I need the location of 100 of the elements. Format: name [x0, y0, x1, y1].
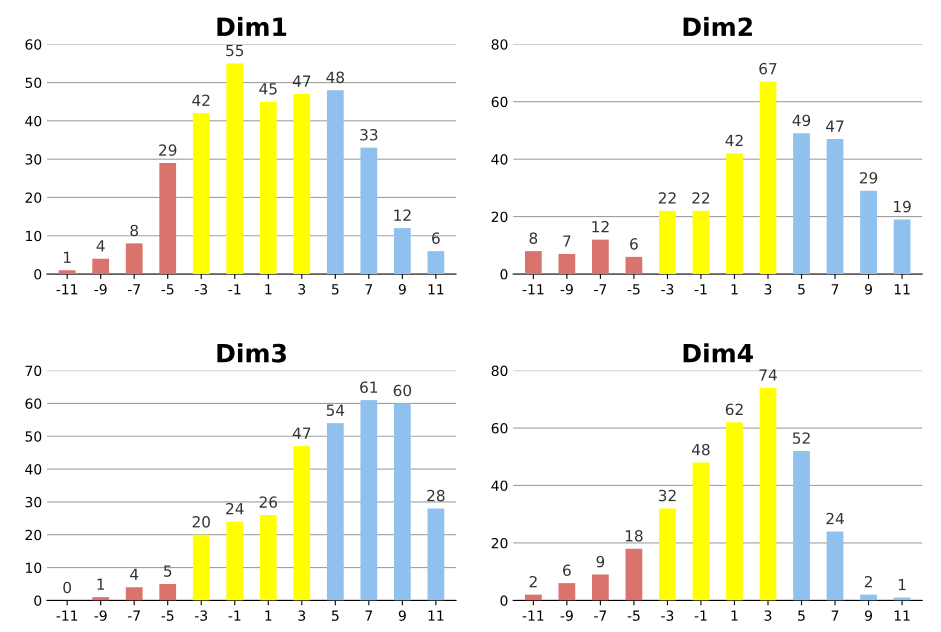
data-label: 61	[360, 381, 378, 394]
bar	[293, 446, 310, 600]
y-tick-label: 10	[26, 230, 42, 242]
x-tick-label: 9	[865, 284, 872, 295]
data-label: 2	[864, 576, 872, 588]
y-tick-label: 70	[26, 366, 42, 376]
bar	[894, 219, 910, 274]
data-label: 28	[427, 490, 445, 502]
y-tick-label: 10	[26, 562, 42, 574]
x-tick-label: 9	[865, 610, 872, 621]
data-label: 1	[98, 578, 104, 590]
x-tick-label: -3	[661, 284, 674, 295]
bar	[394, 228, 411, 274]
y-tick-label: 50	[26, 431, 42, 442]
x-tick-label: -9	[94, 284, 107, 295]
data-label: 20	[192, 516, 210, 528]
x-tick-label: -1	[694, 284, 707, 294]
x-tick-label: -3	[194, 610, 208, 621]
y-tick-label: 0	[34, 595, 42, 606]
chart-title: Dim2	[684, 16, 752, 36]
x-tick-label: -1	[228, 610, 240, 621]
x-tick-label: -11	[56, 284, 78, 294]
data-label: 29	[860, 172, 878, 184]
bar	[659, 210, 676, 274]
bar	[159, 584, 176, 600]
bar	[826, 531, 844, 600]
y-tick-label: 0	[500, 595, 508, 606]
bar	[826, 139, 844, 274]
x-tick-label: 1	[265, 284, 272, 294]
x-tick-label: -1	[694, 610, 707, 621]
x-tick-label: 5	[798, 284, 805, 295]
x-tick-label: -11	[522, 610, 544, 621]
data-label: 8	[530, 232, 538, 244]
bar	[793, 133, 810, 274]
y-tick-label: 30	[26, 154, 42, 165]
x-tick-label: -3	[661, 610, 674, 621]
bar	[793, 451, 810, 600]
bar	[592, 240, 609, 274]
data-label: 22	[658, 192, 676, 204]
x-tick-label: 9	[398, 610, 406, 621]
data-label: 55	[226, 44, 244, 56]
x-tick-label: 3	[298, 284, 306, 295]
bar	[592, 574, 609, 600]
x-tick-label: -1	[228, 284, 240, 294]
data-label: 19	[894, 200, 911, 212]
bar	[726, 422, 743, 600]
y-tick-label: 0	[500, 269, 508, 280]
bar	[326, 423, 344, 600]
y-tick-label: 80	[492, 39, 508, 50]
x-tick-label: -11	[522, 284, 544, 294]
data-label: 47	[292, 428, 310, 439]
y-tick-label: 40	[25, 116, 42, 126]
bar	[260, 102, 277, 274]
x-tick-label: 3	[764, 284, 772, 295]
data-label: 8	[130, 224, 138, 236]
x-tick-label: -5	[161, 284, 174, 295]
bar	[192, 113, 210, 274]
y-tick-label: 50	[26, 78, 42, 88]
y-tick-label: 0	[34, 269, 42, 280]
x-tick-label: -5	[161, 610, 174, 621]
y-tick-label: 20	[26, 530, 42, 540]
y-tick-label: 40	[491, 480, 508, 491]
data-label: 49	[792, 114, 810, 126]
data-label: 54	[326, 404, 344, 416]
bar	[692, 462, 710, 600]
bar	[524, 594, 542, 600]
data-label: 4	[130, 568, 138, 580]
y-tick-label: 40	[491, 154, 508, 165]
data-label: 67	[759, 62, 776, 74]
bar	[626, 256, 642, 274]
x-tick-label: 11	[894, 610, 910, 621]
bar	[92, 258, 110, 274]
bar	[428, 508, 444, 600]
x-tick-label: -3	[194, 284, 208, 295]
bar	[626, 548, 642, 600]
data-label: 12	[592, 220, 609, 232]
x-tick-label: -5	[628, 284, 640, 295]
x-tick-label: 7	[832, 610, 838, 621]
data-label: 74	[760, 369, 777, 380]
y-tick-label: 40	[25, 464, 42, 475]
bar	[58, 270, 76, 274]
bar	[524, 251, 542, 274]
data-label: 9	[596, 556, 604, 568]
x-tick-label: 3	[298, 610, 306, 621]
x-tick-label: -5	[628, 610, 640, 621]
x-tick-label: 1	[732, 284, 738, 294]
chart-title: Dim4	[684, 343, 753, 362]
x-tick-label: 11	[428, 610, 444, 621]
bar	[92, 597, 110, 600]
x-tick-label: 7	[832, 284, 838, 294]
bar	[726, 153, 743, 274]
chart-title: Dim3	[217, 343, 286, 363]
bar	[558, 583, 576, 600]
data-label: 6	[563, 564, 571, 576]
x-tick-label: 5	[798, 610, 805, 621]
bar	[192, 534, 210, 600]
data-label: 48	[326, 72, 344, 84]
data-label: 24	[826, 512, 844, 524]
bar	[692, 210, 710, 274]
bar	[360, 400, 378, 600]
